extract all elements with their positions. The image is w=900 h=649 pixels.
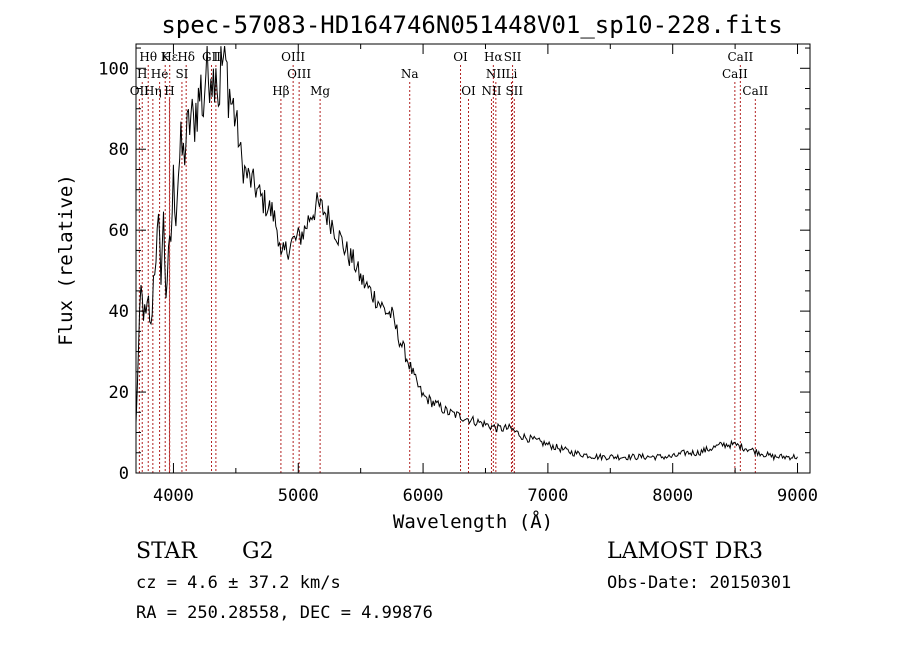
line-marker-label: Hα bbox=[484, 50, 503, 64]
y-axis-label: Flux (relative) bbox=[55, 174, 77, 346]
line-marker-label: Li bbox=[506, 67, 518, 81]
x-tick-label: 6000 bbox=[403, 486, 444, 506]
y-tick-label: 40 bbox=[109, 302, 129, 322]
line-marker-label: Hη bbox=[144, 84, 162, 98]
y-tick-label: 100 bbox=[98, 59, 129, 79]
coordinates-text: RA = 250.28558, DEC = 4.99876 bbox=[136, 603, 433, 623]
plot-frame bbox=[135, 43, 811, 474]
x-axis-label: Wavelength (Å) bbox=[393, 510, 553, 533]
x-tick-label: 9000 bbox=[777, 486, 818, 506]
line-marker-label: K bbox=[161, 50, 171, 64]
line-marker-label: SII bbox=[505, 84, 523, 98]
axes: 4000 5000 6000 7000 8000 9000 0 20 40 60 80 100 bbox=[98, 44, 818, 506]
line-marker-label: OI bbox=[461, 84, 476, 98]
line-marker-label: He bbox=[151, 67, 169, 81]
line-marker-label: Na bbox=[401, 67, 419, 81]
y-tick-label: 80 bbox=[109, 140, 129, 160]
line-marker-label: OIII bbox=[287, 67, 311, 81]
x-tick-label: 4000 bbox=[153, 486, 194, 506]
line-marker-label: NII bbox=[481, 84, 501, 98]
line-marker-label: H bbox=[137, 67, 147, 81]
chart-title: spec-57083-HD164746N051448V01_sp10-228.f… bbox=[161, 11, 782, 39]
line-marker-label: SI bbox=[175, 67, 188, 81]
line-marker-label: Hθ bbox=[139, 50, 157, 64]
line-marker-label: GII bbox=[202, 50, 221, 64]
line-marker-label: H bbox=[164, 84, 174, 98]
x-tick-label: 5000 bbox=[278, 486, 319, 506]
x-tick-label: 7000 bbox=[527, 486, 568, 506]
y-tick-label: 60 bbox=[109, 221, 129, 241]
line-marker-label: NII bbox=[486, 67, 506, 81]
line-marker-label: Hβ bbox=[272, 84, 289, 98]
y-tick-label: 0 bbox=[119, 464, 129, 484]
line-marker-label: CaII bbox=[722, 67, 748, 81]
object-type: STAR bbox=[136, 539, 197, 564]
survey-label: LAMOST DR3 bbox=[607, 539, 763, 564]
line-marker-label: Hδ bbox=[177, 50, 195, 64]
object-subclass: G2 bbox=[242, 539, 274, 564]
line-marker-label: Mg bbox=[310, 84, 330, 98]
line-marker-label: OII bbox=[130, 84, 150, 98]
line-marker-label: OI bbox=[453, 50, 468, 64]
obs-date: Obs-Date: 20150301 bbox=[607, 573, 792, 593]
flux-series-line bbox=[135, 45, 798, 462]
line-marker-label: CaII bbox=[742, 84, 768, 98]
line-marker-label: OIII bbox=[281, 50, 305, 64]
y-tick-label: 20 bbox=[109, 383, 129, 403]
x-tick-label: 8000 bbox=[652, 486, 693, 506]
redshift-text: cz = 4.6 ± 37.2 km/s bbox=[136, 573, 341, 593]
line-marker-label: CaII bbox=[727, 50, 753, 64]
line-marker-label: SII bbox=[504, 50, 522, 64]
line-marker-label: I bbox=[214, 50, 219, 64]
spectrum-plot: spec-57083-HD164746N051448V01_sp10-228.f… bbox=[55, 11, 818, 533]
